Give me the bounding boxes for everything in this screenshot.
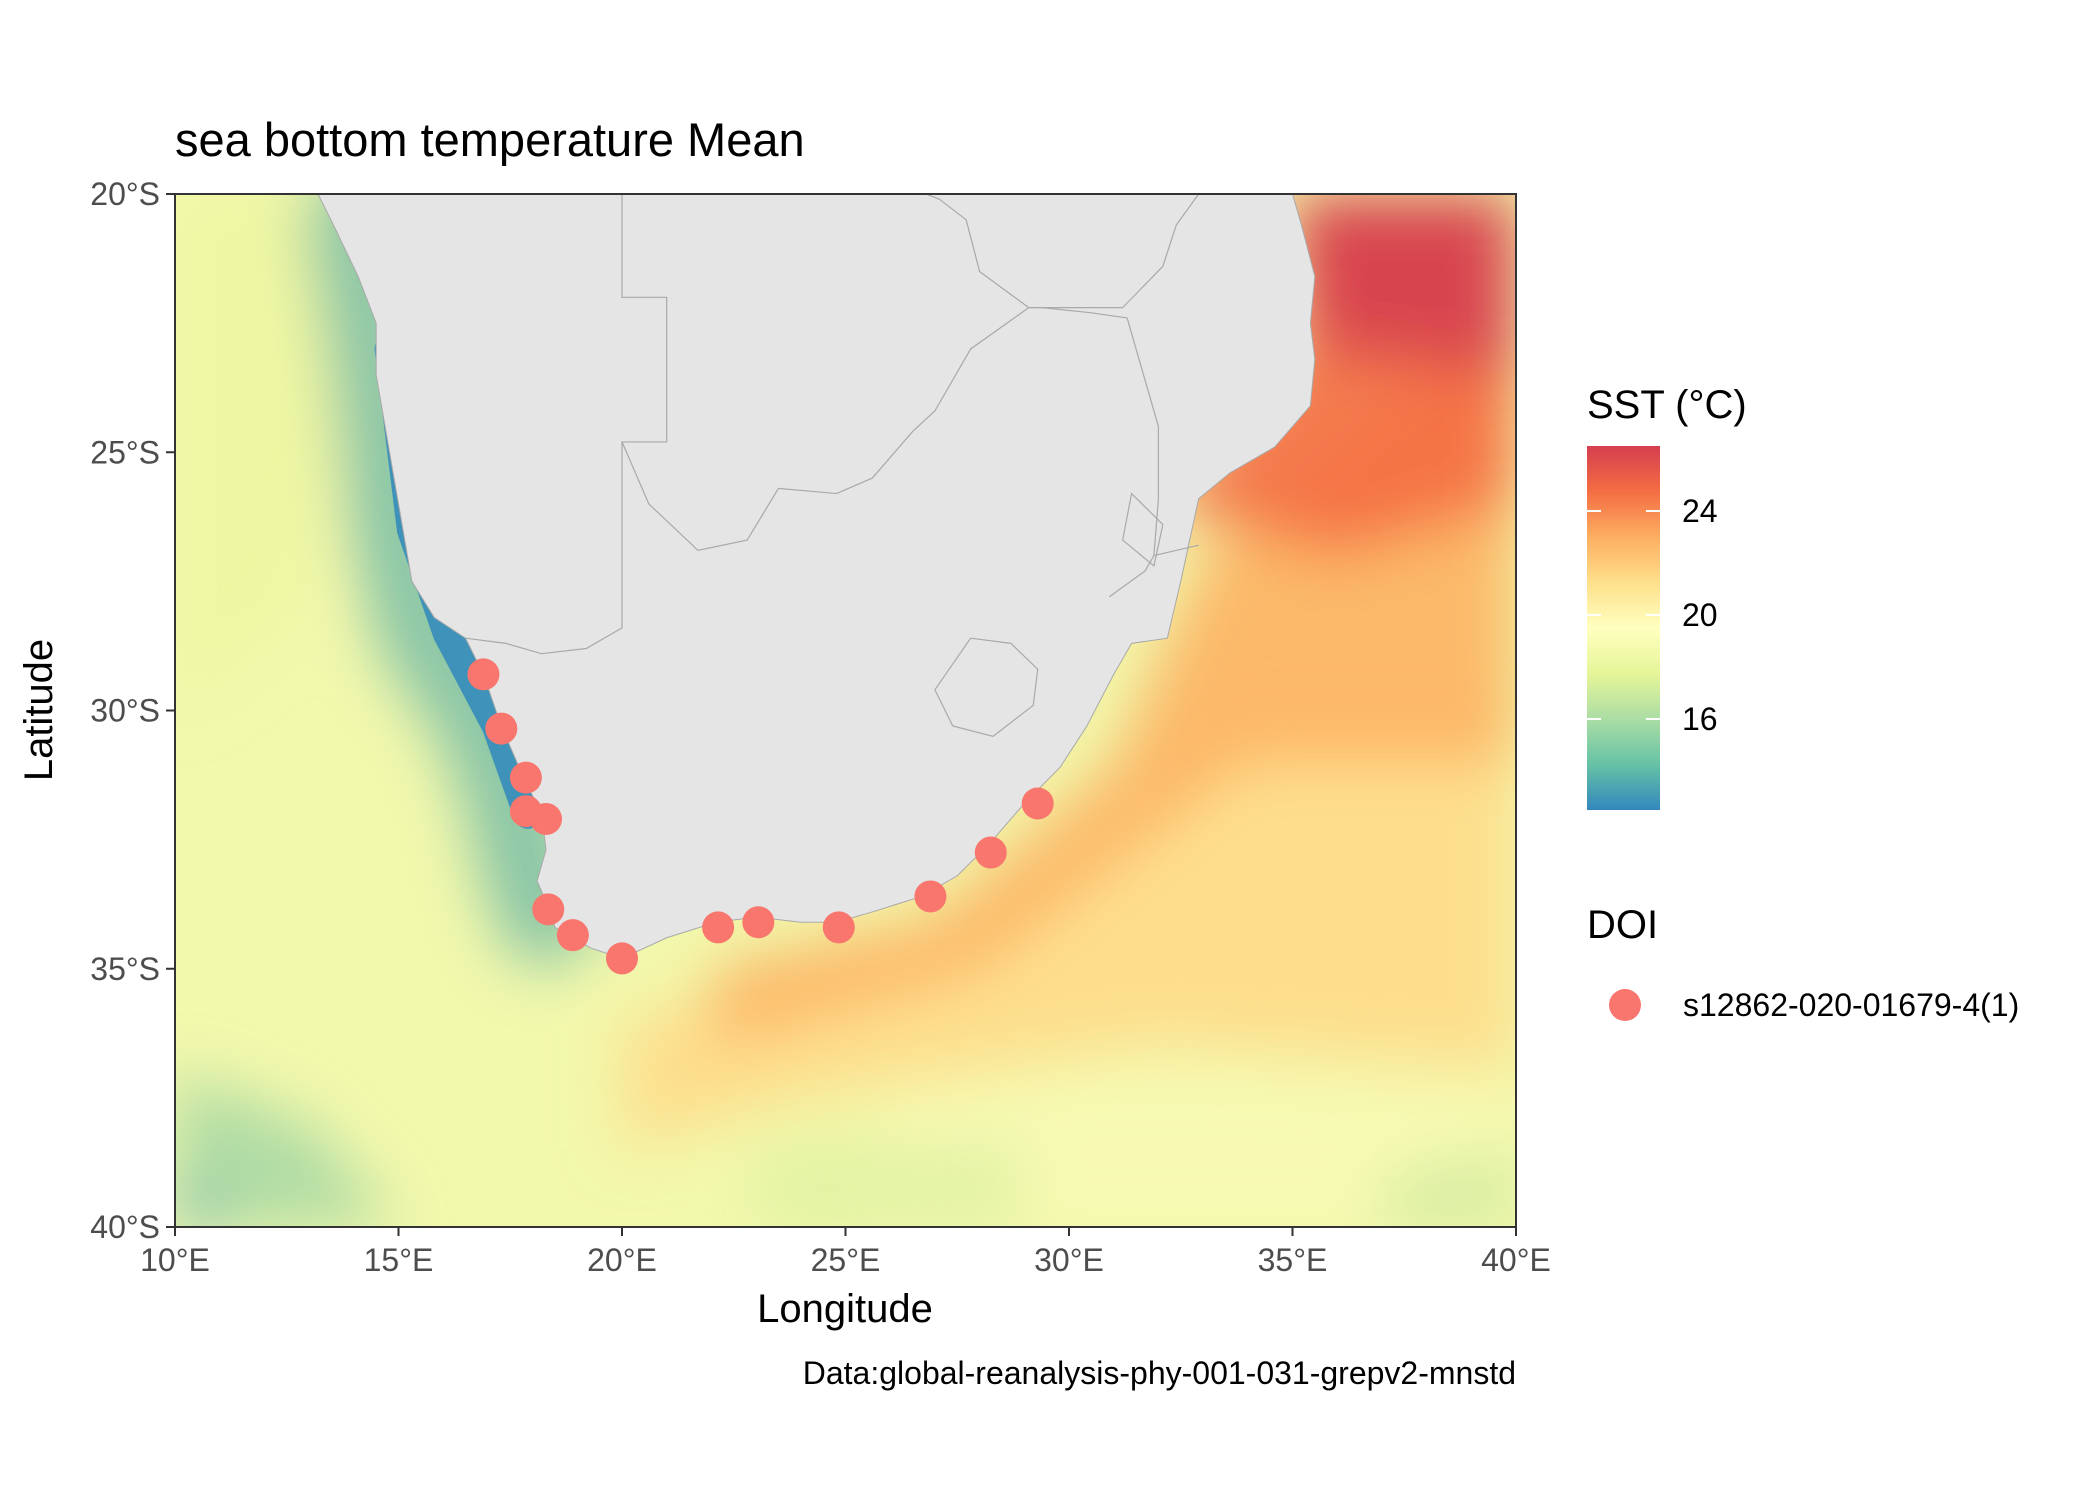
sample-point: [530, 802, 563, 835]
x-tick-label: 20°E: [587, 1242, 657, 1278]
chart-title: sea bottom temperature Mean: [175, 113, 805, 166]
country-border: [621, 307, 1043, 552]
country-border: [1153, 544, 1199, 557]
sample-point: [742, 906, 775, 939]
sst-colorbar: [1587, 446, 1660, 810]
y-axis: 20°S 25°S 30°S 35°S 40°S: [90, 176, 175, 1245]
y-tick-label: 20°S: [90, 176, 160, 212]
x-tick-label: 15°E: [364, 1242, 434, 1278]
sample-points: [467, 658, 1054, 975]
africa-land: [317, 194, 1316, 959]
colorbar-tick-label: 16: [1682, 701, 1718, 737]
country-border: [1122, 194, 1200, 309]
y-axis-label: Latitude: [17, 639, 61, 781]
doi-legend-title: DOI: [1587, 903, 1658, 947]
country-border: [1121, 492, 1164, 567]
sample-point: [509, 761, 542, 794]
x-tick-label: 40°E: [1481, 1242, 1551, 1278]
y-tick-label: 40°S: [90, 1209, 160, 1245]
colorbar-tick-label: 24: [1682, 493, 1718, 529]
x-axis-label: Longitude: [757, 1287, 933, 1331]
sample-point: [467, 658, 500, 691]
country-border: [465, 194, 668, 655]
country-border: [1108, 317, 1160, 598]
country-borders: [465, 194, 1200, 737]
sample-point: [532, 893, 565, 926]
sst-legend: SST (°C) 16 20 24: [1587, 383, 1747, 810]
x-axis: 10°E 15°E 20°E 25°E 30°E 35°E 40°E: [140, 1227, 1551, 1278]
x-tick-label: 35°E: [1258, 1242, 1328, 1278]
colorbar-tick-label: 20: [1682, 597, 1718, 633]
x-tick-label: 30°E: [1034, 1242, 1104, 1278]
sample-point: [914, 880, 947, 913]
y-tick-label: 35°S: [90, 951, 160, 987]
sample-point: [822, 911, 855, 944]
caption: Data:global-reanalysis-phy-001-031-grepv…: [803, 1355, 1516, 1391]
doi-legend-label: s12862-020-01679-4(1): [1683, 987, 2019, 1023]
y-tick-label: 30°S: [90, 693, 160, 729]
doi-legend: DOI s12862-020-01679-4(1): [1587, 903, 2019, 1023]
sample-point: [485, 712, 518, 745]
sst-legend-title: SST (°C): [1587, 383, 1747, 427]
x-tick-label: 10°E: [140, 1242, 210, 1278]
sample-point: [702, 911, 735, 944]
doi-legend-key: [1609, 989, 1641, 1021]
country-border: [934, 637, 1039, 737]
land-mass: [317, 194, 1316, 959]
sample-point: [606, 942, 638, 975]
sample-point: [556, 919, 589, 952]
y-tick-label: 25°S: [90, 434, 160, 470]
country-border: [939, 198, 1030, 309]
x-tick-label: 25°E: [811, 1242, 881, 1278]
country-border: [1042, 307, 1128, 319]
sample-point: [1021, 787, 1054, 820]
map-panel: [175, 194, 1516, 1227]
sample-point: [974, 836, 1007, 869]
